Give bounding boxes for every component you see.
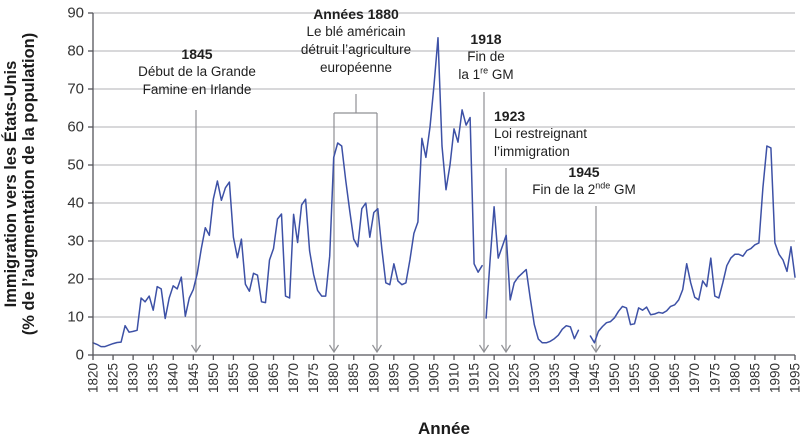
immigration-series bbox=[92, 36, 796, 348]
annotation-text-line: Le blé américain bbox=[306, 24, 406, 39]
y-tick-label: 80 bbox=[67, 43, 84, 60]
y-tick-label: 50 bbox=[67, 157, 84, 174]
x-tick-label: 1965 bbox=[667, 363, 682, 393]
x-tick-label: 1835 bbox=[146, 363, 161, 393]
annotation-text-line: Famine en Irlande bbox=[142, 82, 252, 97]
annotation-text-line: la 1re GM bbox=[458, 65, 514, 82]
x-tick-label: 1870 bbox=[286, 363, 301, 393]
annotation-year-label: Années 1880 bbox=[313, 6, 399, 22]
series-line-segment bbox=[485, 206, 580, 344]
x-tick-label: 1910 bbox=[447, 363, 462, 393]
y-tick-label: 20 bbox=[67, 271, 84, 288]
annotation-text-line: Fin de la 2nde GM bbox=[532, 180, 636, 197]
x-tick-label: 1850 bbox=[206, 363, 221, 393]
annotation-arrows bbox=[190, 92, 602, 354]
x-tick-label: 1975 bbox=[707, 363, 722, 393]
x-tick-label: 1825 bbox=[106, 363, 121, 393]
y-tick-label: 70 bbox=[67, 81, 84, 98]
x-tick-label: 1990 bbox=[767, 363, 782, 393]
x-tick-label: 1900 bbox=[406, 363, 421, 393]
x-tick-label: 1940 bbox=[567, 363, 582, 393]
x-tick-label: 1820 bbox=[86, 363, 101, 393]
x-tick-label: 1995 bbox=[788, 363, 803, 393]
x-tick-label: 1915 bbox=[467, 363, 482, 393]
x-tick-label: 1885 bbox=[346, 363, 361, 393]
series-line-segment bbox=[92, 36, 483, 348]
series-line-segment bbox=[589, 145, 796, 344]
x-tick-label: 1830 bbox=[126, 363, 141, 393]
y-tick-label: 90 bbox=[67, 5, 84, 22]
x-tick-label: 1925 bbox=[507, 363, 522, 393]
annotation-1845: 1845 Début de la Grande Famine en Irlande bbox=[138, 46, 256, 99]
y-tick-label: 30 bbox=[67, 233, 84, 250]
x-tick-label: 1845 bbox=[186, 363, 201, 393]
annotation-1918: 1918 Fin de la 1re GM bbox=[458, 31, 513, 84]
x-tick-label: 1865 bbox=[266, 363, 281, 393]
x-tick-label: 1980 bbox=[727, 363, 742, 393]
x-tick-label: 1945 bbox=[587, 363, 602, 393]
annotation-text-line: Loi restreignant bbox=[494, 126, 588, 141]
x-tick-label: 1875 bbox=[306, 363, 321, 393]
annotation-year-label: 1923 bbox=[494, 108, 526, 124]
x-tick-label: 1960 bbox=[647, 363, 662, 393]
annotation-year-label: 1918 bbox=[470, 31, 502, 47]
x-tick-label: 1935 bbox=[547, 363, 562, 393]
x-tick-label: 1880 bbox=[326, 363, 341, 393]
annotation-text-line: européenne bbox=[319, 60, 393, 75]
x-tick-label: 1950 bbox=[607, 363, 622, 393]
y-tick-label: 10 bbox=[67, 309, 84, 326]
x-tick-label: 1970 bbox=[687, 363, 702, 393]
annotation-text-line: Début de la Grande bbox=[138, 64, 256, 79]
annotation-text-line: l’immigration bbox=[494, 144, 570, 159]
annotation-text-line: Fin de bbox=[467, 49, 505, 64]
x-tick-label: 1905 bbox=[426, 363, 441, 393]
x-axis-title: Année bbox=[418, 419, 470, 438]
x-axis: 1820 1825 1830 1835 1840 1845 1850 1855 1860 1865… bbox=[86, 354, 803, 393]
annotation-year-label: 1845 bbox=[181, 46, 213, 62]
x-tick-label: 1895 bbox=[386, 363, 401, 393]
x-tick-label: 1930 bbox=[527, 363, 542, 393]
x-tick-label: 1840 bbox=[166, 363, 181, 393]
y-axis: 0 10 20 30 40 50 60 70 80 90 bbox=[67, 5, 94, 364]
x-tick-label: 1985 bbox=[747, 363, 762, 393]
x-tick-label: 1890 bbox=[366, 363, 381, 393]
annotation-1923: 1923 Loi restreignant l’immigration bbox=[494, 108, 587, 161]
x-tick-label: 1955 bbox=[627, 363, 642, 393]
x-tick-label: 1860 bbox=[246, 363, 261, 393]
y-tick-label: 40 bbox=[67, 195, 84, 212]
annotation-year-label: 1945 bbox=[568, 164, 600, 180]
x-tick-label: 1855 bbox=[226, 363, 241, 393]
annotation-1945: 1945 Fin de la 2nde GM bbox=[532, 164, 636, 199]
x-tick-label: 1920 bbox=[487, 363, 502, 393]
y-tick-label: 60 bbox=[67, 119, 84, 136]
y-tick-label: 0 bbox=[76, 347, 84, 364]
annotation-annees_1880: Années 1880 Le blé américain détruit l’agr… bbox=[301, 6, 411, 77]
annotation-text-line: détruit l’agriculture bbox=[300, 42, 412, 57]
